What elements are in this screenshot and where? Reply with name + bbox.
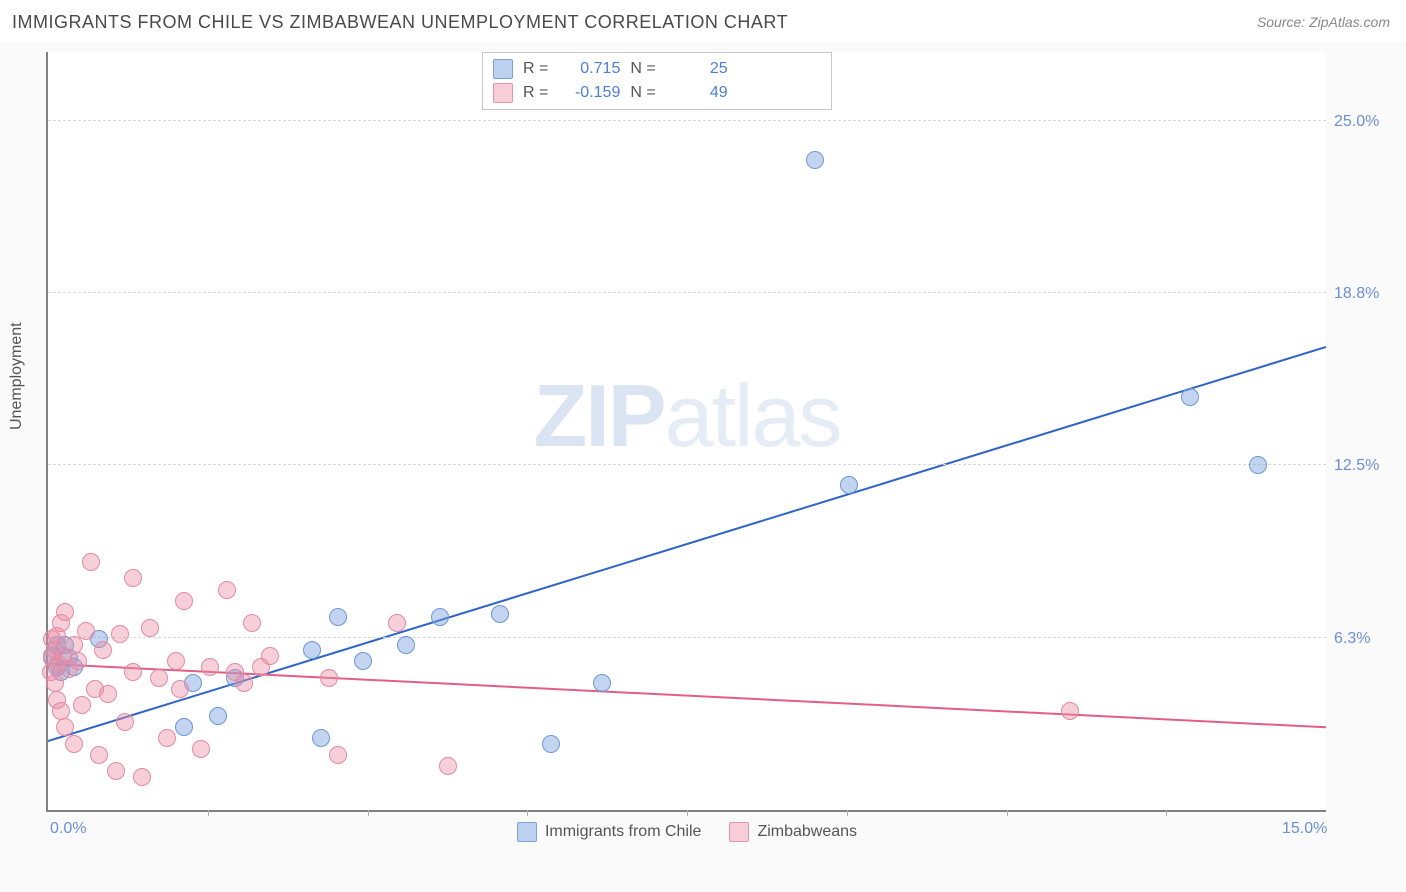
data-point	[1061, 702, 1079, 720]
data-point	[261, 647, 279, 665]
data-point	[243, 614, 261, 632]
series-swatch-1	[729, 822, 749, 842]
watermark-light: atlas	[665, 366, 841, 465]
data-point	[99, 685, 117, 703]
data-point	[806, 151, 824, 169]
legend-swatch-0	[493, 59, 513, 79]
y-tick-label: 12.5%	[1334, 457, 1398, 475]
legend-r-value-0: 0.715	[558, 60, 620, 78]
data-point	[1181, 388, 1199, 406]
data-point	[77, 622, 95, 640]
series-swatch-0	[517, 822, 537, 842]
data-point	[175, 592, 193, 610]
data-point	[491, 605, 509, 623]
data-point	[593, 674, 611, 692]
legend-r-label: R =	[523, 60, 548, 78]
data-point	[111, 625, 129, 643]
data-point	[90, 746, 108, 764]
legend-n-value-0: 25	[666, 60, 728, 78]
gridline	[48, 464, 1326, 465]
chart-header: IMMIGRANTS FROM CHILE VS ZIMBABWEAN UNEM…	[0, 0, 1406, 42]
series-legend: Immigrants from Chile Zimbabweans	[48, 822, 1326, 842]
data-point	[192, 740, 210, 758]
gridline	[48, 120, 1326, 121]
data-point	[542, 735, 560, 753]
data-point	[167, 652, 185, 670]
data-point	[73, 696, 91, 714]
data-point	[329, 608, 347, 626]
data-point	[329, 746, 347, 764]
data-point	[320, 669, 338, 687]
legend-r-value-1: -0.159	[558, 84, 620, 102]
correlation-legend: R = 0.715 N = 25 R = -0.159 N = 49	[482, 52, 832, 110]
data-point	[65, 735, 83, 753]
data-point	[171, 680, 189, 698]
series-label-1: Zimbabweans	[757, 823, 857, 841]
data-point	[175, 718, 193, 736]
legend-n-label: N =	[630, 84, 655, 102]
source-label: Source: ZipAtlas.com	[1257, 14, 1390, 30]
legend-row-1: R = -0.159 N = 49	[483, 81, 831, 105]
data-point	[303, 641, 321, 659]
plot-area: ZIPatlas R = 0.715 N = 25 R = -0.159 N =…	[46, 52, 1326, 812]
y-tick-label: 18.8%	[1334, 285, 1398, 303]
y-axis-label: Unemployment	[8, 322, 26, 430]
gridline	[48, 292, 1326, 293]
y-tick-label: 25.0%	[1334, 113, 1398, 131]
data-point	[82, 553, 100, 571]
data-point	[124, 663, 142, 681]
data-point	[56, 603, 74, 621]
legend-r-label: R =	[523, 84, 548, 102]
data-point	[840, 476, 858, 494]
x-tick-mark	[1166, 810, 1167, 816]
data-point	[312, 729, 330, 747]
trend-lines	[48, 52, 1326, 810]
series-legend-item-0: Immigrants from Chile	[517, 822, 701, 842]
legend-row-0: R = 0.715 N = 25	[483, 57, 831, 81]
x-tick-label: 15.0%	[1282, 820, 1327, 838]
data-point	[116, 713, 134, 731]
watermark-bold: ZIP	[534, 366, 665, 465]
data-point	[354, 652, 372, 670]
data-point	[1249, 456, 1267, 474]
data-point	[65, 636, 83, 654]
data-point	[201, 658, 219, 676]
data-point	[209, 707, 227, 725]
gridline	[48, 637, 1326, 638]
series-legend-item-1: Zimbabweans	[729, 822, 857, 842]
data-point	[56, 718, 74, 736]
series-label-0: Immigrants from Chile	[545, 823, 701, 841]
x-tick-mark	[687, 810, 688, 816]
x-tick-mark	[1007, 810, 1008, 816]
x-tick-mark	[208, 810, 209, 816]
data-point	[124, 569, 142, 587]
legend-swatch-1	[493, 83, 513, 103]
data-point	[46, 674, 64, 692]
x-tick-mark	[527, 810, 528, 816]
watermark: ZIPatlas	[534, 365, 841, 467]
x-tick-mark	[847, 810, 848, 816]
chart-title: IMMIGRANTS FROM CHILE VS ZIMBABWEAN UNEM…	[12, 12, 788, 33]
data-point	[52, 702, 70, 720]
legend-n-label: N =	[630, 60, 655, 78]
x-tick-mark	[368, 810, 369, 816]
data-point	[388, 614, 406, 632]
data-point	[94, 641, 112, 659]
data-point	[235, 674, 253, 692]
data-point	[107, 762, 125, 780]
data-point	[69, 652, 87, 670]
data-point	[431, 608, 449, 626]
y-tick-label: 6.3%	[1334, 630, 1398, 648]
data-point	[141, 619, 159, 637]
data-point	[397, 636, 415, 654]
x-tick-label: 0.0%	[50, 820, 86, 838]
data-point	[158, 729, 176, 747]
data-point	[218, 581, 236, 599]
data-point	[133, 768, 151, 786]
legend-n-value-1: 49	[666, 84, 728, 102]
data-point	[439, 757, 457, 775]
data-point	[150, 669, 168, 687]
